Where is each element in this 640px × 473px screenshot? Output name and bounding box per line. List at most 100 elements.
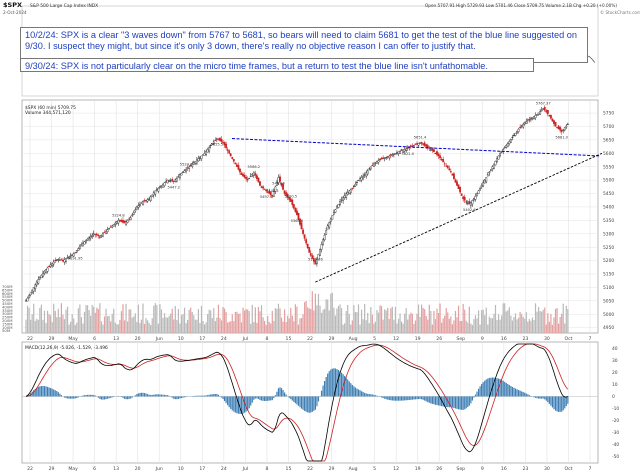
annotation-note-oct-2: 10/2/24: SPX is a clear "3 waves down" f…: [20, 27, 588, 63]
macd-histogram-bar: [362, 392, 364, 397]
macd-histogram-bar: [200, 395, 203, 397]
candle-body: [468, 200, 471, 205]
macd-histogram-bar: [151, 394, 153, 397]
candle-body: [45, 269, 47, 273]
candle-body: [391, 154, 394, 156]
macd-histogram-bar: [86, 394, 89, 397]
macd-histogram-bar: [559, 396, 561, 412]
x-tick-label: 22: [307, 336, 313, 342]
volume-bar: [133, 316, 135, 333]
macd-histogram-bar: [484, 380, 486, 397]
volume-bar: [227, 322, 229, 333]
macd-histogram-bar: [376, 395, 378, 397]
volume-bar: [442, 318, 444, 333]
volume-bar: [448, 318, 450, 333]
macd-histogram-bar: [300, 396, 303, 409]
candle-body: [566, 123, 569, 125]
macd-histogram-bar: [90, 394, 92, 397]
macd-histogram-bar: [179, 396, 181, 399]
candle-body: [211, 143, 214, 145]
volume-bar: [262, 317, 264, 333]
volume-bar: [62, 314, 64, 333]
candle-body: [431, 148, 434, 151]
volume-bar: [284, 309, 286, 333]
macd-histogram-bar: [470, 396, 472, 404]
candle-body: [385, 157, 388, 159]
candle-body: [242, 174, 244, 177]
candle-body: [88, 237, 91, 239]
candle-body: [465, 201, 468, 203]
macd-histogram-bar: [207, 395, 209, 397]
volume-bar: [558, 323, 560, 333]
y-tick-label: 5450: [603, 191, 614, 197]
candle-body: [129, 217, 132, 221]
price-label: 5524.6: [180, 162, 193, 166]
candle-body: [214, 139, 217, 141]
candle-body: [251, 173, 254, 176]
macd-histogram-bar: [159, 394, 161, 397]
volume-tick-label: 450M: [2, 301, 13, 306]
candle-body: [505, 145, 508, 148]
macd-histogram-bar: [459, 396, 461, 410]
candle-body: [142, 201, 144, 205]
macd-histogram-bar: [111, 396, 113, 398]
x-tick-label: 29: [329, 336, 335, 342]
candle-body: [126, 220, 129, 223]
candle-body: [479, 187, 482, 191]
volume-bar: [376, 310, 378, 333]
candle-body: [35, 281, 38, 286]
candle-body: [105, 230, 107, 234]
candle-body: [77, 248, 80, 251]
x-tick-label-macd: 26: [436, 466, 442, 472]
candle-body: [448, 168, 451, 171]
macd-histogram-bar: [541, 396, 543, 399]
volume-bar: [507, 310, 509, 333]
volume-bar: [194, 319, 196, 333]
candle-body: [286, 193, 289, 198]
macd-histogram-bar: [511, 386, 514, 397]
volume-bar: [434, 319, 437, 333]
candle-body: [122, 220, 124, 223]
volume-bar: [220, 320, 223, 333]
candle-body: [437, 153, 440, 157]
volume-bar: [525, 312, 527, 333]
candle-body: [82, 242, 84, 247]
volume-bar: [451, 324, 453, 333]
candle-body: [215, 138, 218, 140]
macd-y-tick-label: 30: [612, 358, 618, 364]
candle-body: [26, 297, 29, 302]
x-tick-label-macd: 30: [544, 466, 550, 472]
candle-body: [240, 172, 243, 175]
volume-bar: [387, 307, 389, 333]
volume-bar: [396, 323, 398, 333]
candle-body: [68, 256, 71, 260]
macd-histogram-bar: [171, 396, 173, 398]
volume-bar: [37, 319, 39, 333]
macd-histogram-bar: [330, 369, 332, 397]
candle-body: [377, 160, 380, 163]
macd-histogram-bar: [36, 387, 38, 397]
candle-body: [62, 260, 64, 262]
price-label: 5655.5: [211, 143, 224, 147]
x-tick-label: 9: [481, 336, 484, 342]
macd-histogram-bar: [533, 396, 535, 398]
candle-body: [219, 137, 221, 141]
x-tick-label-macd: 16: [501, 466, 507, 472]
y-tick-label: 5200: [603, 258, 614, 264]
volume-bar: [111, 313, 113, 333]
macd-histogram-bar: [297, 396, 300, 406]
volume-bar: [524, 318, 526, 333]
volume-bar: [59, 317, 61, 333]
candle-body: [429, 149, 432, 151]
macd-histogram-bar: [407, 396, 409, 401]
volume-bar: [328, 310, 330, 333]
candle-body: [212, 141, 215, 144]
candle-body: [180, 173, 183, 176]
candle-body: [368, 168, 371, 170]
macd-histogram-bar: [462, 396, 464, 410]
macd-histogram-bar: [148, 394, 150, 397]
candle-body: [146, 199, 149, 202]
volume-tick-label: 350M: [2, 308, 13, 313]
volume-bar: [427, 319, 429, 333]
volume-bar: [324, 308, 326, 333]
